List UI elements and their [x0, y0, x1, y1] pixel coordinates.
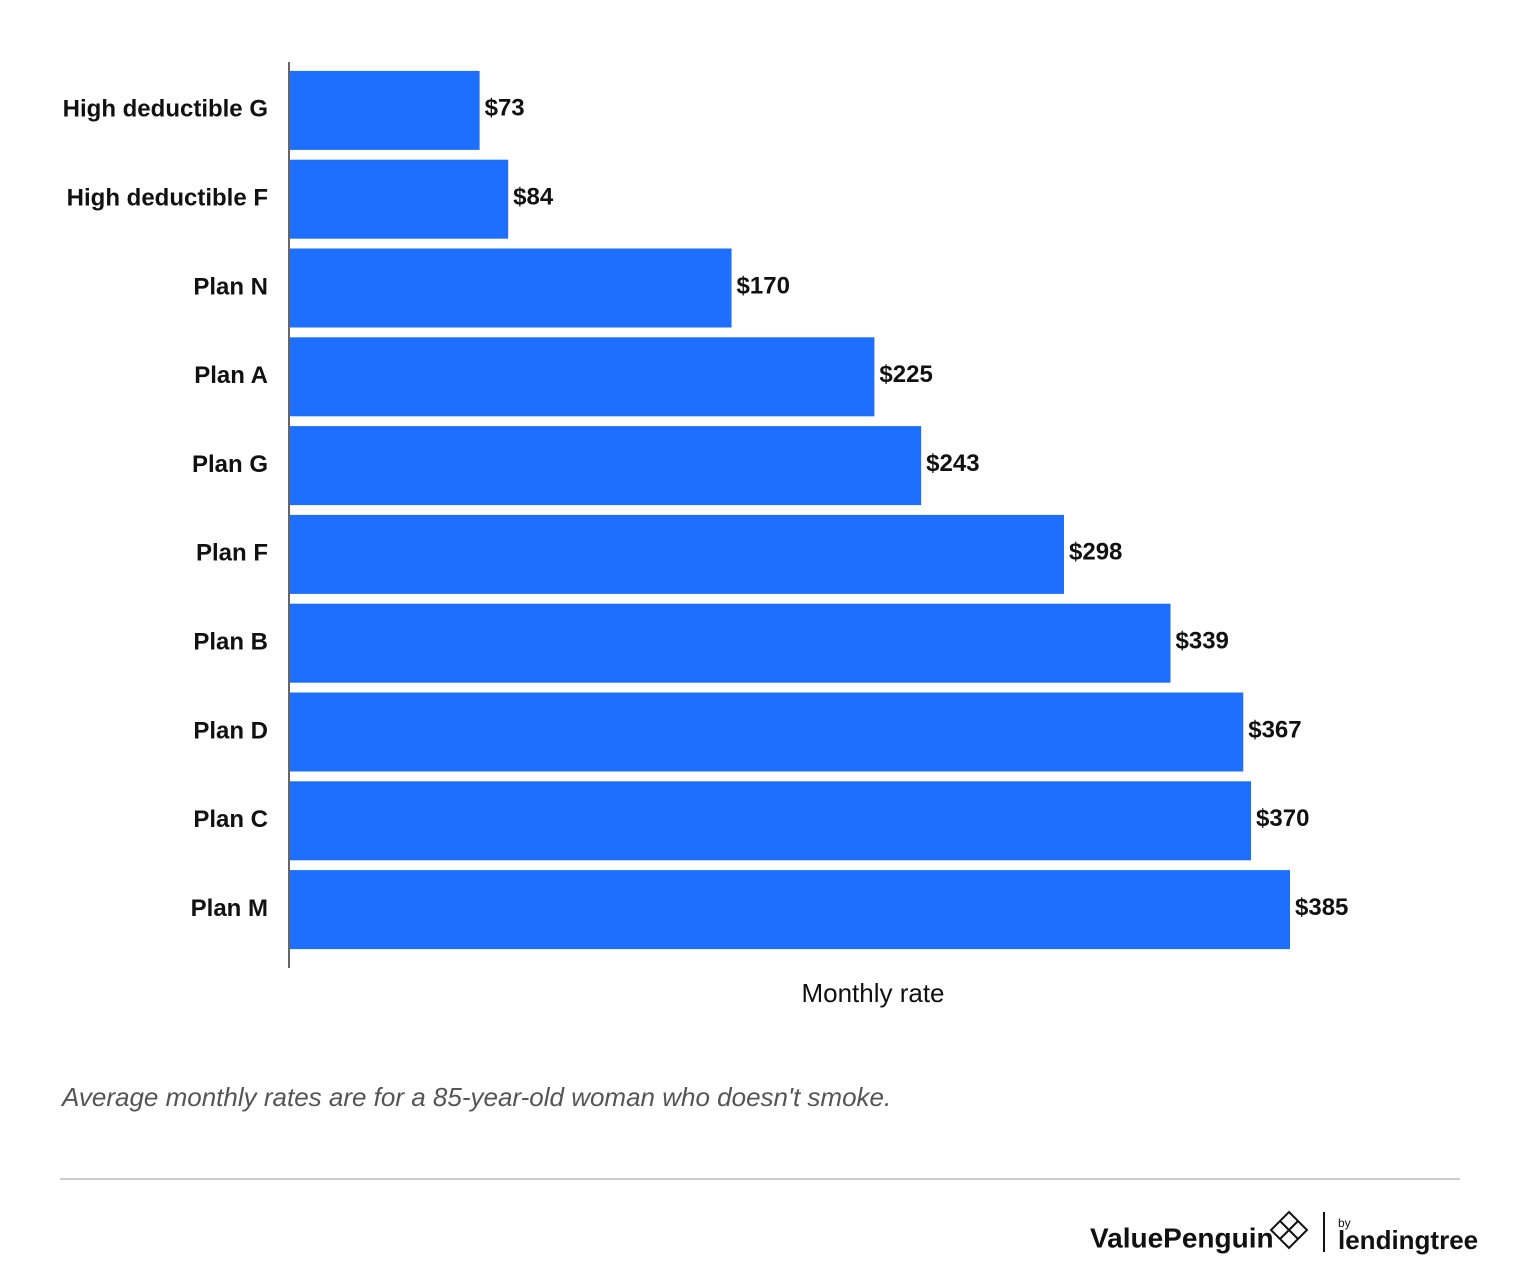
y-tick-label: Plan N [193, 273, 268, 300]
y-tick-label: Plan D [193, 717, 268, 744]
y-tick-label: Plan A [194, 362, 268, 389]
x-axis-label: Monthly rate [801, 978, 944, 1008]
brand-icon [1269, 1210, 1309, 1250]
value-label: $170 [737, 272, 790, 299]
value-label: $243 [926, 450, 979, 477]
bar [290, 159, 509, 239]
y-tick-label: High deductible G [63, 96, 268, 123]
y-tick-label: Plan F [196, 540, 268, 567]
value-label: $339 [1176, 628, 1229, 655]
bar [290, 426, 922, 506]
y-tick-label: Plan C [193, 806, 268, 833]
bar [290, 870, 1290, 950]
bar [290, 603, 1171, 683]
brand: ValuePenguin [1090, 1222, 1274, 1253]
partner: lendingtree [1338, 1225, 1478, 1255]
bar [290, 337, 875, 417]
note: Average monthly rates are for a 85-year-… [60, 1082, 891, 1112]
value-label: $370 [1256, 805, 1309, 832]
by-label: by [1338, 1216, 1351, 1230]
value-label: $298 [1069, 539, 1122, 566]
bar [290, 248, 732, 328]
y-tick-label: High deductible F [67, 185, 268, 212]
value-label: $73 [485, 95, 525, 122]
value-label: $367 [1248, 716, 1301, 743]
bar [290, 781, 1252, 861]
bar [290, 514, 1065, 594]
y-tick-label: Plan B [193, 629, 268, 656]
value-label: $84 [513, 184, 554, 211]
y-tick-label: Plan M [191, 895, 268, 922]
bar [290, 70, 480, 150]
value-label: $225 [879, 361, 932, 388]
y-tick-label: Plan G [192, 451, 268, 478]
value-label: $385 [1295, 894, 1348, 921]
bar [290, 692, 1244, 772]
